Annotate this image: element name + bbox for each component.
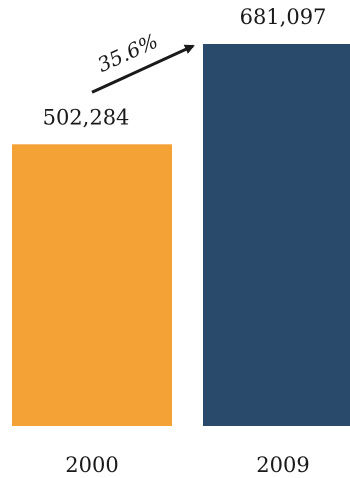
value-labels-group: 502,284 681,097: [43, 5, 327, 129]
category-labels-group: 2000 2009: [65, 453, 309, 477]
growth-percent-label: 35.6%: [94, 29, 162, 77]
bar-2000: [12, 144, 172, 426]
category-label-2000: 2000: [65, 453, 118, 477]
bar-2009: [203, 44, 350, 426]
category-label-2009: 2009: [256, 453, 309, 477]
bars-group: [12, 44, 350, 426]
value-label-2000: 502,284: [43, 105, 130, 129]
growth-arrow: [91, 44, 195, 94]
value-label-2009: 681,097: [240, 5, 327, 29]
